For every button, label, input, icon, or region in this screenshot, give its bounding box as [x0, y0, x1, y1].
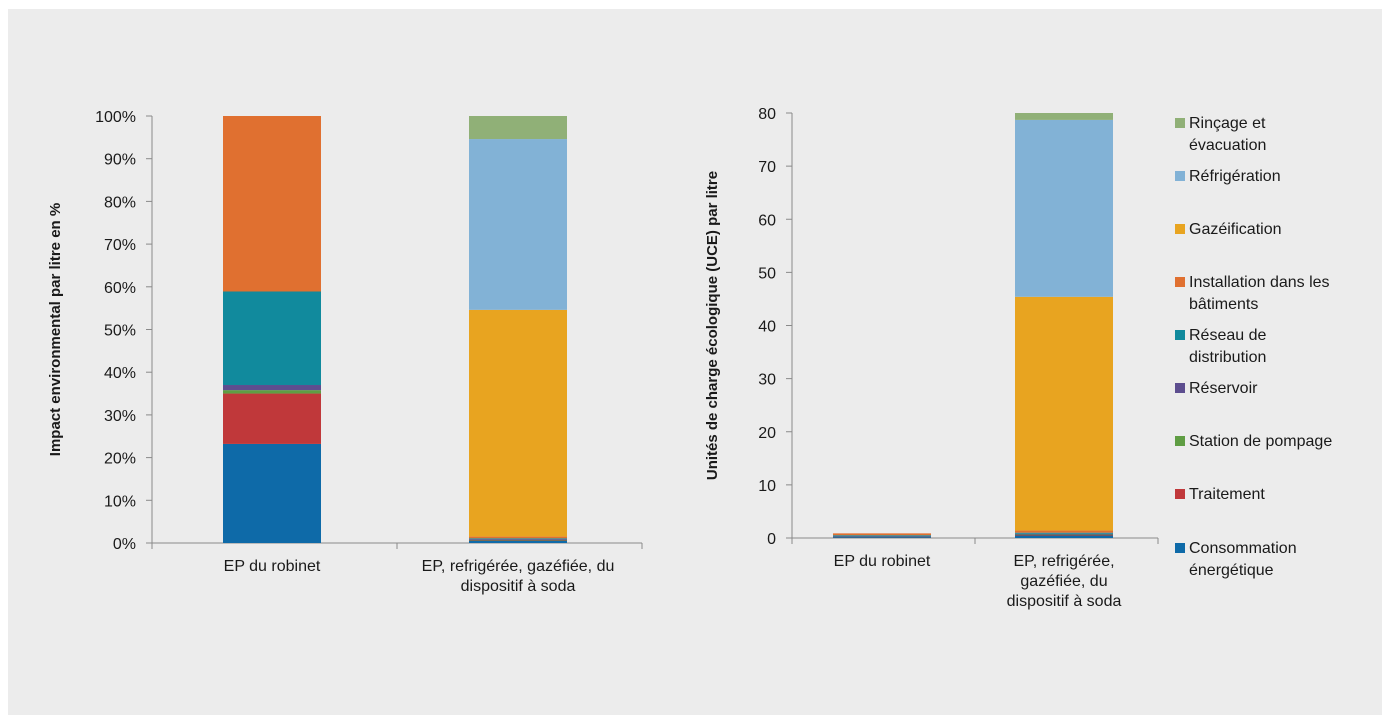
x-category-label-line: EP du robinet: [224, 558, 321, 575]
legend-label-installation: Installation dans les bâtiments: [1189, 274, 1330, 313]
bar-segment-reseau: [469, 538, 567, 540]
legend-swatch-refrigeration: [1175, 171, 1185, 181]
bar-segment-reseau: [223, 291, 321, 386]
legend-label-rincage: Rinçage et évacuation: [1189, 115, 1266, 154]
y-tick-label: 90%: [104, 152, 136, 169]
legend-swatch-rincage: [1175, 118, 1185, 128]
legend-label-reseau: Réseau de distribution: [1189, 327, 1266, 366]
legend-swatch-gazeification: [1175, 224, 1185, 234]
legend-label-consommation: Consommation énergétique: [1189, 540, 1297, 579]
y-tick-label: 60: [758, 212, 776, 229]
bar-segment-reservoir: [833, 536, 931, 538]
y-tick-label: 80%: [104, 194, 136, 211]
legend-label-line: énergétique: [1189, 562, 1274, 579]
bar-segment-gazeification: [469, 309, 567, 537]
y-tick-label: 80: [758, 106, 776, 123]
bar-segment-reseau: [833, 535, 931, 537]
y-axis-title: Impact environmental par litre en %: [47, 203, 64, 456]
bar-segment-consommation: [223, 443, 321, 543]
legend-swatch-station: [1175, 436, 1185, 446]
bar-segment-traitement: [469, 540, 567, 541]
legend: Rinçage et évacuation Réfrigération Gazéifi…: [1175, 115, 1332, 579]
y-tick-label: 50%: [104, 323, 136, 340]
legend-label-line: Réservoir: [1189, 380, 1258, 397]
bar-segment-rincage: [1015, 113, 1113, 120]
legend-label-line: distribution: [1189, 349, 1266, 366]
bar-segment-installation: [833, 533, 931, 536]
y-tick-label: 100%: [95, 109, 136, 126]
bar-segment-reservoir: [223, 385, 321, 391]
x-category-label: EP, refrigérée, gazéfiée, du dispositif à…: [422, 558, 615, 595]
chart-1: 0% 10% 20% 30% 40% 50% 60% 70% 80% 90% 100% EP du r…: [47, 109, 643, 595]
legend-swatch-traitement: [1175, 489, 1185, 499]
bar-segment-installation: [469, 536, 567, 539]
y-tick-label: 70: [758, 159, 776, 176]
bar-segment-refrigeration: [469, 139, 567, 310]
x-category-label: EP, refrigérée, gazéfiée, du dispositif à …: [1007, 553, 1122, 610]
bar-segment-refrigeration: [1015, 119, 1113, 297]
y-tick-label: 10: [758, 478, 776, 495]
legend-label-refrigeration: Réfrigération: [1189, 168, 1281, 185]
y-tick-label: 40: [758, 319, 776, 336]
y-tick-label: 40%: [104, 365, 136, 382]
y-axis-title: Unités de charge écologique (UCE) par li…: [704, 171, 721, 480]
y-tick-label: 50: [758, 265, 776, 282]
legend-label-line: Installation dans les: [1189, 274, 1330, 291]
bar-segment-station: [223, 390, 321, 394]
legend-label-reservoir: Réservoir: [1189, 380, 1258, 397]
x-category-label-line: dispositif à soda: [1007, 593, 1122, 610]
y-tick-label: 0%: [113, 536, 136, 553]
legend-label-gazeification: Gazéification: [1189, 221, 1282, 238]
legend-swatch-consommation: [1175, 543, 1185, 553]
legend-label-line: Station de pompage: [1189, 433, 1332, 450]
y-tick-label: 60%: [104, 280, 136, 297]
legend-label-station: Station de pompage: [1189, 433, 1332, 450]
chart-2: 0 10 20 30 40 50 60 70 80 EP du robinet EP, refrig…: [704, 106, 1159, 610]
legend-label-line: Consommation: [1189, 540, 1297, 557]
bar-segment-traitement: [1015, 534, 1113, 536]
y-tick-label: 30: [758, 372, 776, 389]
bar-segment-consommation: [469, 540, 567, 543]
legend-label-line: Rinçage et: [1189, 115, 1266, 132]
bar-segment-reseau: [1015, 532, 1113, 534]
x-category-label-line: gazéfiée, du: [1020, 573, 1107, 590]
legend-swatch-installation: [1175, 277, 1185, 287]
y-tick-label: 20%: [104, 451, 136, 468]
bar-segment-installation: [223, 116, 321, 292]
x-category-label-line: EP, refrigérée, gazéfiée, du: [422, 558, 615, 575]
x-category-label-line: dispositif à soda: [461, 578, 576, 595]
legend-label-traitement: Traitement: [1189, 486, 1265, 503]
y-tick-label: 30%: [104, 408, 136, 425]
x-category-label: EP du robinet: [834, 553, 931, 570]
bar-segment-station: [1015, 534, 1113, 536]
y-tick-label: 70%: [104, 237, 136, 254]
legend-label-line: Réfrigération: [1189, 168, 1281, 185]
bar-segment-consommation: [833, 536, 931, 538]
x-category-label-line: EP du robinet: [834, 553, 931, 570]
bar-segment-reservoir: [469, 539, 567, 540]
bar-segment-traitement: [223, 393, 321, 444]
bar-segment-installation: [1015, 530, 1113, 533]
bar-segment-rincage: [469, 116, 567, 140]
legend-swatch-reseau: [1175, 330, 1185, 340]
legend-label-line: Gazéification: [1189, 221, 1282, 238]
y-tick-label: 0: [767, 531, 776, 548]
y-tick-label: 10%: [104, 493, 136, 510]
bar-segment-station: [469, 539, 567, 541]
legend-label-line: évacuation: [1189, 137, 1266, 154]
legend-label-line: bâtiments: [1189, 296, 1258, 313]
x-category-label: EP du robinet: [224, 558, 321, 575]
legend-label-line: Traitement: [1189, 486, 1265, 503]
legend-label-line: Réseau de: [1189, 327, 1266, 344]
bar-segment-consommation: [1015, 535, 1113, 538]
y-tick-label: 20: [758, 425, 776, 442]
bar-segment-reservoir: [1015, 533, 1113, 535]
legend-swatch-reservoir: [1175, 383, 1185, 393]
bar-segment-gazeification: [1015, 296, 1113, 531]
x-category-label-line: EP, refrigérée,: [1013, 553, 1114, 570]
